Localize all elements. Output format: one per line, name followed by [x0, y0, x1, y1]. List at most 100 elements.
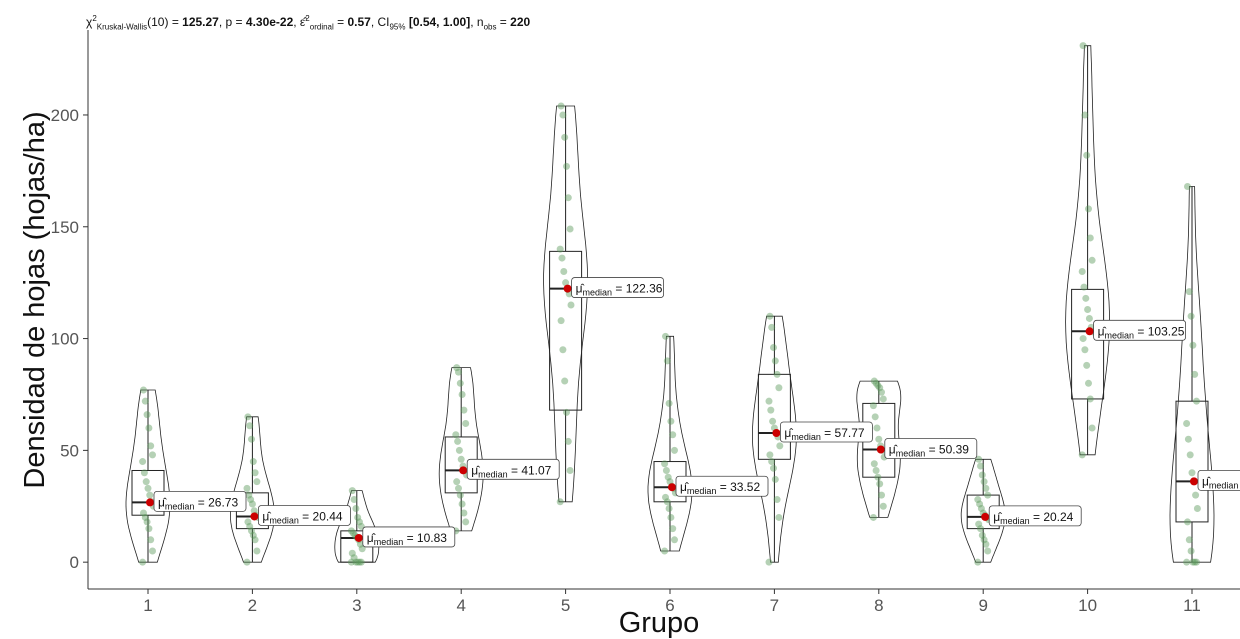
data-point	[975, 455, 983, 463]
data-point	[977, 462, 984, 470]
data-point	[249, 458, 257, 466]
axes-layer	[87, 30, 1240, 590]
box-iqr	[1175, 400, 1209, 523]
median-label-text: μ̂median = 20.44	[262, 509, 342, 525]
box-iqr	[757, 373, 791, 460]
data-point	[1078, 267, 1086, 275]
data-point	[1080, 283, 1088, 291]
data-point	[247, 496, 255, 504]
data-point	[142, 478, 150, 486]
median-label-text: μ̂median = 57.77	[784, 426, 864, 442]
data-point	[145, 525, 153, 533]
data-point	[775, 384, 783, 392]
median-label: μ̂median = 41.07	[466, 458, 560, 480]
medians-layer	[146, 284, 1198, 542]
median-point	[1085, 327, 1094, 336]
data-point	[1079, 335, 1087, 343]
data-point	[562, 279, 570, 287]
data-point	[557, 317, 565, 325]
data-point	[564, 194, 572, 202]
data-point	[770, 464, 777, 472]
y-tick-label: 150	[51, 218, 79, 237]
data-point	[563, 162, 570, 170]
data-point	[458, 390, 466, 398]
median-label-box	[1197, 469, 1240, 491]
data-point	[1189, 341, 1197, 349]
y-tick-label: 50	[60, 441, 79, 460]
median-label: μ̂median = 20.24	[988, 505, 1082, 527]
data-point	[149, 451, 156, 459]
data-point	[975, 520, 983, 528]
data-point	[567, 301, 575, 309]
data-point	[140, 386, 147, 394]
n-sub: obs	[483, 22, 497, 32]
data-point	[663, 498, 671, 506]
data-point	[980, 536, 988, 544]
median-label-text: μ̂median = 103.25	[1098, 324, 1185, 340]
x-tick-label: 6	[665, 596, 674, 615]
data-point	[146, 491, 154, 499]
data-point	[766, 451, 774, 459]
data-point	[455, 368, 462, 376]
median-label-text: μ̂median = 36.13	[1202, 474, 1240, 490]
data-point	[871, 413, 879, 421]
data-point	[771, 475, 779, 483]
data-point	[139, 458, 147, 466]
y-tick-label: 200	[51, 106, 79, 125]
data-point	[559, 111, 567, 119]
x-ticks: 1 2 3 4 5 6 7 8 9 10 11	[143, 589, 1201, 615]
median-label-box	[780, 421, 873, 443]
data-point	[1081, 111, 1089, 119]
data-point	[246, 422, 254, 430]
data-point	[874, 382, 882, 390]
data-point	[455, 446, 463, 454]
data-point	[773, 370, 781, 378]
data-point	[456, 379, 464, 387]
data-point	[768, 458, 776, 466]
x-tick-label: 2	[248, 596, 257, 615]
data-point	[1082, 294, 1090, 302]
data-point	[1184, 435, 1192, 443]
data-point	[354, 558, 362, 566]
x-tick-label: 5	[561, 596, 570, 615]
data-point	[872, 379, 880, 387]
data-point	[1185, 536, 1193, 544]
data-point	[1081, 346, 1089, 354]
data-point	[458, 500, 466, 508]
data-point	[147, 442, 155, 450]
data-point	[140, 509, 147, 517]
y-tick-label: 100	[51, 330, 79, 349]
data-point	[566, 466, 574, 474]
median-label: μ̂median = 36.13	[1197, 469, 1240, 491]
x-tick-label: 4	[456, 596, 465, 615]
eps-symbol: , ε̂	[293, 15, 306, 29]
data-point	[140, 469, 148, 477]
data-point	[452, 431, 460, 439]
median-label-box	[466, 458, 560, 480]
data-point	[348, 549, 356, 557]
median-label: μ̂median = 122.36	[571, 277, 664, 298]
data-point	[143, 411, 151, 419]
data-point	[1183, 420, 1191, 428]
eps-sup: 2	[305, 14, 310, 23]
median-point	[354, 533, 363, 542]
data-point	[976, 500, 984, 508]
data-point	[347, 527, 355, 535]
median-label: μ̂median = 57.77	[780, 421, 873, 443]
median-labels-layer: μ̂median = 26.73 μ̂median = 20.44 μ̂median…	[153, 277, 1240, 548]
box-iqr	[549, 250, 583, 411]
data-point	[1192, 491, 1200, 499]
data-point	[1085, 314, 1093, 322]
median-point	[981, 512, 990, 521]
data-point	[139, 558, 147, 566]
data-point	[1191, 558, 1199, 566]
data-point	[1083, 151, 1091, 159]
data-point	[671, 446, 678, 454]
data-point	[1193, 558, 1200, 566]
p-label: , p =	[218, 15, 246, 29]
data-point	[453, 478, 461, 486]
data-point	[453, 364, 461, 372]
data-point	[556, 498, 564, 506]
data-point	[669, 525, 677, 533]
data-point	[253, 478, 261, 486]
